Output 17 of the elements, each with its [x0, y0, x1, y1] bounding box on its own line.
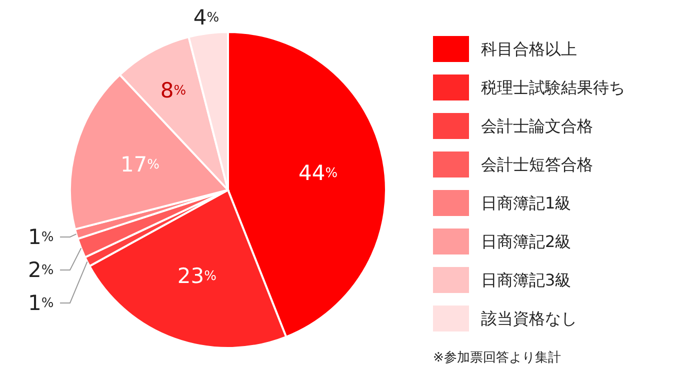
data-label: 17%	[120, 152, 160, 176]
data-label: 44%	[298, 160, 338, 185]
data-label: 1%	[28, 291, 54, 315]
data-label: 8%	[160, 78, 186, 102]
legend-label: 日商簿記3級	[481, 270, 572, 290]
data-label: 4%	[193, 5, 220, 30]
data-label: 1%	[28, 225, 54, 249]
legend-label: 科目合格以上	[481, 40, 577, 58]
legend-label: 日商簿記1級	[481, 194, 572, 212]
data-label: 23%	[177, 264, 217, 288]
legend-label: 会計士論文合格	[481, 116, 593, 136]
legend-label: 日商簿記2級	[481, 232, 572, 251]
legend-label: 会計士短答合格	[481, 155, 593, 174]
data-label: 2%	[28, 258, 54, 282]
text: ※参加票回答より集計	[433, 350, 561, 366]
legend-label: 税理士試験結果待ち	[481, 78, 625, 97]
legend-label: 該当資格なし	[481, 309, 577, 328]
